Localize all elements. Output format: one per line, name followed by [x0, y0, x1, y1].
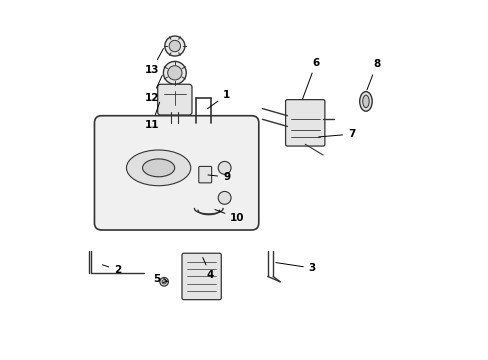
Text: 6: 6: [302, 58, 319, 99]
FancyBboxPatch shape: [198, 166, 211, 183]
FancyBboxPatch shape: [157, 84, 192, 115]
Text: 7: 7: [318, 129, 355, 139]
Text: 5: 5: [153, 274, 167, 284]
Circle shape: [164, 36, 184, 56]
Circle shape: [218, 192, 231, 204]
Circle shape: [160, 278, 168, 286]
FancyBboxPatch shape: [182, 253, 221, 300]
Text: 2: 2: [102, 265, 121, 275]
Circle shape: [162, 280, 166, 284]
Ellipse shape: [359, 91, 371, 111]
Ellipse shape: [142, 159, 174, 177]
Text: 9: 9: [207, 172, 230, 182]
Ellipse shape: [126, 150, 190, 186]
Text: 12: 12: [144, 75, 162, 103]
Circle shape: [169, 40, 180, 52]
Ellipse shape: [362, 95, 368, 108]
Circle shape: [167, 66, 182, 80]
Circle shape: [163, 62, 186, 84]
Circle shape: [218, 161, 231, 174]
Text: 11: 11: [144, 102, 159, 130]
FancyBboxPatch shape: [285, 100, 324, 146]
Text: 4: 4: [203, 257, 214, 280]
Text: 10: 10: [215, 210, 244, 223]
Text: 8: 8: [366, 59, 380, 90]
FancyBboxPatch shape: [94, 116, 258, 230]
Text: 1: 1: [207, 90, 230, 109]
Text: 13: 13: [144, 49, 163, 75]
Text: 3: 3: [275, 262, 315, 273]
